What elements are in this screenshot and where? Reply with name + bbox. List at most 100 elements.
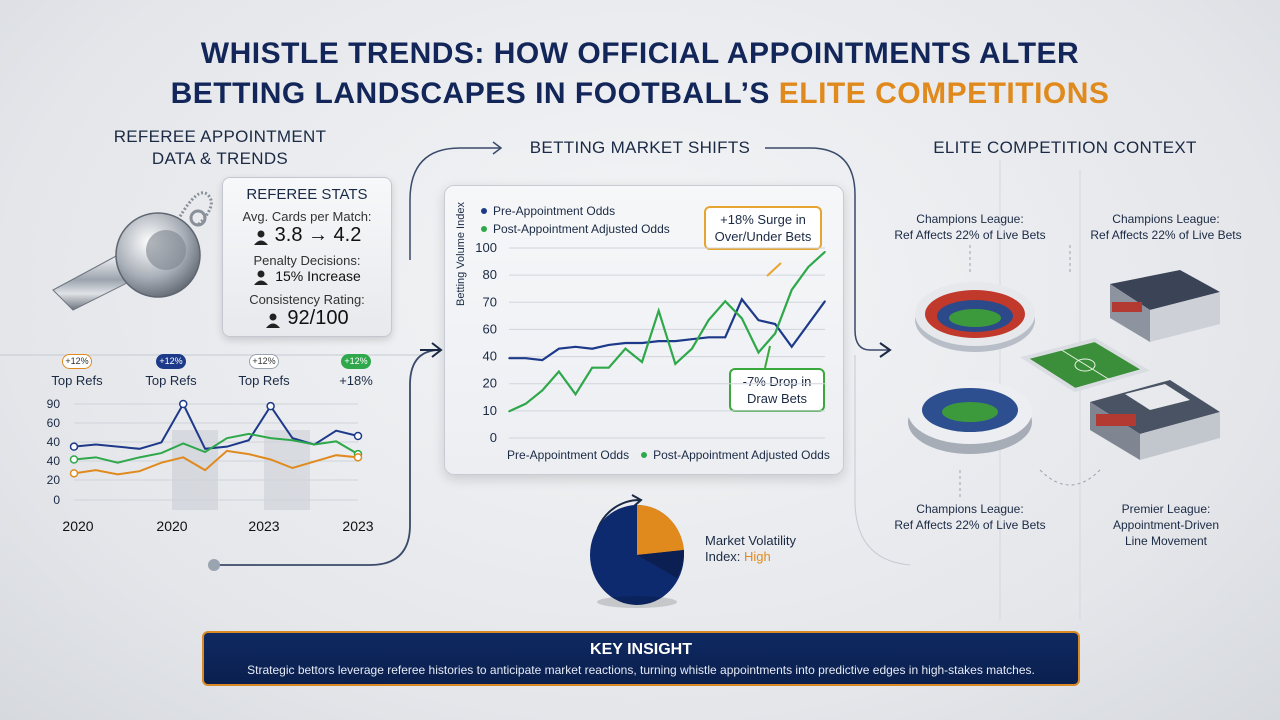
data-point bbox=[657, 340, 660, 342]
referee-avatar-icon bbox=[266, 313, 281, 328]
stat-penalty: Penalty Decisions: 15% Increase bbox=[223, 253, 391, 286]
highlight-band bbox=[264, 430, 310, 510]
y-tick-label: 40 bbox=[483, 349, 497, 364]
referee-stats-heading: REFEREE STATS bbox=[246, 186, 368, 203]
data-point bbox=[757, 351, 760, 354]
volatility-label: Market Volatility Index: High bbox=[705, 533, 796, 565]
data-point bbox=[69, 469, 79, 478]
data-point bbox=[69, 455, 79, 464]
data-point bbox=[624, 347, 627, 350]
data-point bbox=[178, 399, 188, 409]
callout-drop-pointer bbox=[764, 345, 771, 369]
section-left-line-1: REFEREE APPOINTMENT bbox=[113, 127, 327, 146]
section-left-heading: REFEREE APPOINTMENT DATA & TRENDS bbox=[80, 126, 360, 170]
pitch-icon bbox=[1020, 337, 1150, 393]
post-appointment-line bbox=[508, 250, 826, 413]
title-accent: ELITE COMPETITIONS bbox=[778, 77, 1110, 110]
callout-drop-line-2: Draw Bets bbox=[747, 391, 807, 406]
data-point bbox=[574, 393, 577, 396]
key-insight-text: Strategic bettors leverage referee histo… bbox=[247, 663, 1035, 677]
stat-cards-label: Avg. Cards per Match: bbox=[242, 209, 372, 224]
stat-cards: Avg. Cards per Match: 3.8 → 4.2 bbox=[223, 209, 391, 247]
data-point bbox=[541, 389, 544, 392]
key-insight-heading: KEY INSIGHT bbox=[590, 641, 692, 658]
trend-badge-label: +18% bbox=[339, 373, 373, 388]
data-point bbox=[591, 347, 593, 350]
referee-stats-card: REFEREE STATS Avg. Cards per Match: 3.8 … bbox=[222, 177, 392, 337]
x-tick-label: 2020 bbox=[156, 518, 187, 534]
data-point bbox=[774, 323, 776, 325]
stat-consistency-value-row: 92/100 bbox=[223, 307, 391, 330]
data-point bbox=[807, 323, 810, 325]
data-point bbox=[69, 442, 79, 451]
legend-pre-label: Pre-Appointment Odds bbox=[493, 204, 616, 218]
data-point bbox=[741, 317, 743, 320]
volatility-label-line-1: Market Volatility bbox=[705, 533, 797, 548]
data-point bbox=[724, 300, 727, 302]
x-tick-label: 2023 bbox=[342, 518, 373, 534]
stat-penalty-value: 15% Increase bbox=[275, 268, 361, 284]
data-point bbox=[353, 453, 363, 462]
title-line-2-main: BETTING LANDSCAPES IN FOOTBALL’S bbox=[170, 77, 779, 110]
volatility-label-line-2: Index: High bbox=[705, 549, 796, 565]
y-tick-label: 40 bbox=[47, 435, 61, 449]
callout-surge: +18% Surge in Over/Under Bets bbox=[704, 206, 822, 250]
elite-bottom-right-3: Line Movement bbox=[1124, 534, 1208, 548]
data-point bbox=[353, 431, 363, 441]
elite-top-left-2: Ref Affects 22% of Live Bets bbox=[894, 228, 1046, 242]
y-tick-label: 20 bbox=[47, 473, 61, 487]
referee-avatar-icon bbox=[253, 230, 268, 245]
stadium-icon bbox=[1090, 380, 1220, 460]
average-refs-line bbox=[73, 432, 359, 464]
stat-penalty-label: Penalty Decisions: bbox=[253, 253, 361, 268]
title-line-1: WHISTLE TRENDS: HOW OFFICIAL APPOINTMENT… bbox=[200, 37, 1080, 70]
betting-chart-panel: Pre-Appointment Odds Post-Appointment Ad… bbox=[444, 185, 844, 475]
data-point bbox=[524, 403, 527, 405]
elite-top-left-1: Champions League: bbox=[916, 212, 1024, 226]
callout-surge-line-1: +18% Surge in bbox=[720, 212, 806, 227]
volatility-pie-chart bbox=[590, 494, 685, 608]
data-point bbox=[591, 366, 593, 369]
stadium-icon bbox=[908, 380, 1032, 454]
chart-legend: Pre-Appointment Odds Post-Appointment Ad… bbox=[481, 204, 670, 236]
data-point bbox=[774, 332, 776, 335]
legend-pre: Pre-Appointment Odds bbox=[481, 204, 670, 218]
elite-top-right-2: Ref Affects 22% of Live Bets bbox=[1090, 228, 1242, 242]
stat-cards-value-row: 3.8 → 4.2 bbox=[223, 224, 391, 247]
elite-bottom-left-1: Champions League: bbox=[916, 502, 1024, 516]
legend-pre-dot bbox=[481, 208, 487, 214]
y-tick-label: 70 bbox=[483, 294, 497, 309]
y-tick-label: 10 bbox=[483, 403, 497, 418]
referee-avatar-icon bbox=[254, 270, 269, 285]
y-tick-label: 60 bbox=[47, 416, 61, 430]
trend-badge: +12% bbox=[62, 354, 92, 369]
y-tick-label: 0 bbox=[490, 430, 497, 445]
data-point bbox=[824, 251, 826, 253]
data-point bbox=[691, 347, 693, 350]
volatility-index-label: Index: bbox=[705, 549, 745, 564]
data-point bbox=[607, 366, 610, 369]
data-point bbox=[607, 344, 610, 346]
data-point bbox=[508, 410, 510, 413]
highlight-band bbox=[172, 430, 218, 510]
stat-consistency-value: 92/100 bbox=[287, 307, 349, 329]
trend-badge-label: Top Refs bbox=[145, 373, 197, 388]
data-point bbox=[508, 357, 510, 359]
data-point bbox=[741, 298, 743, 301]
bottom-legend-post-dot bbox=[641, 452, 648, 458]
data-point bbox=[757, 319, 760, 321]
elite-bottom-right-1: Premier League: bbox=[1121, 502, 1211, 516]
y-tick-label: 0 bbox=[53, 493, 60, 507]
data-point bbox=[558, 370, 560, 373]
elite-top-right-1: Champions League: bbox=[1112, 212, 1220, 226]
data-point bbox=[824, 300, 826, 302]
data-point bbox=[674, 340, 677, 342]
bottom-legend-post: Post-Appointment Adjusted Odds bbox=[653, 448, 830, 462]
x-tick-label: 2020 bbox=[62, 518, 93, 534]
stat-cards-value: 3.8 → 4.2 bbox=[274, 224, 362, 246]
data-point bbox=[641, 342, 643, 344]
volatility-level: High bbox=[744, 549, 771, 564]
legend-post: Post-Appointment Adjusted Odds bbox=[481, 222, 670, 236]
